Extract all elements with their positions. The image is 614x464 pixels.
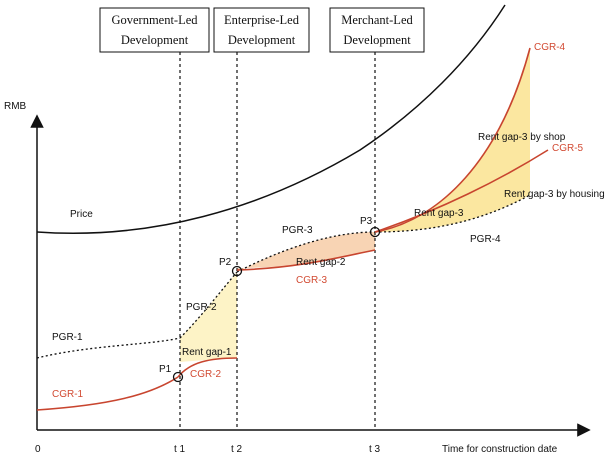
phase-ent-line1: Enterprise-Led bbox=[224, 13, 300, 27]
tick-t1: t 1 bbox=[174, 444, 186, 455]
x-axis-label: Time for construction date bbox=[442, 444, 558, 455]
rent-gap-3-shop-label: Rent gap-3 by shop bbox=[478, 132, 566, 143]
p1-point bbox=[172, 371, 184, 383]
cgr-3-curve bbox=[236, 249, 376, 271]
phase-ent-line2: Development bbox=[228, 33, 296, 47]
pgr-3-curve bbox=[236, 231, 376, 273]
rent-gap-1-label: Rent gap-1 bbox=[182, 347, 232, 358]
rent-gap-3-fill bbox=[375, 48, 530, 232]
phase-mer-line2: Development bbox=[343, 33, 411, 47]
rent-gap-2-fill bbox=[237, 232, 375, 272]
cgr-1-label: CGR-1 bbox=[52, 389, 84, 400]
cgr-2-curve bbox=[177, 357, 238, 378]
cgr-5-label: CGR-5 bbox=[552, 143, 584, 154]
tick-t3: t 3 bbox=[369, 444, 381, 455]
price-label: Price bbox=[70, 209, 93, 220]
p3-label: P3 bbox=[360, 216, 373, 227]
cgr-1-curve bbox=[36, 376, 179, 411]
p1-label: P1 bbox=[159, 364, 172, 375]
pgr-1-label: PGR-1 bbox=[52, 332, 83, 343]
phase-box-government: Government-Led Development bbox=[99, 7, 210, 53]
p2-label: P2 bbox=[219, 257, 232, 268]
rent-gap-1-fill bbox=[180, 272, 237, 362]
cgr-5-curve bbox=[374, 149, 549, 233]
pgr-4-label: PGR-4 bbox=[470, 234, 501, 245]
y-axis-label: RMB bbox=[4, 101, 27, 112]
phase-gov-line2: Development bbox=[121, 33, 189, 47]
cgr-4-label: CGR-4 bbox=[534, 42, 566, 53]
p2-point bbox=[231, 265, 243, 277]
cgr-3-label: CGR-3 bbox=[296, 275, 328, 286]
phase-mer-line1: Merchant-Led bbox=[341, 13, 413, 27]
rent-gap-3-housing-label: Rent gap-3 by housing bbox=[504, 189, 605, 200]
tick-t2: t 2 bbox=[231, 444, 243, 455]
phase-box-enterprise: Enterprise-Led Development bbox=[213, 7, 310, 53]
origin-label: 0 bbox=[35, 444, 41, 455]
cgr-2-label: CGR-2 bbox=[190, 369, 222, 380]
p3-point bbox=[369, 226, 381, 238]
phase-gov-line1: Government-Led bbox=[111, 13, 198, 27]
pgr-4-curve bbox=[374, 194, 531, 233]
pgr-3-label: PGR-3 bbox=[282, 225, 313, 236]
pgr-1-curve bbox=[36, 337, 181, 359]
rent-gap-3-label: Rent gap-3 bbox=[414, 208, 464, 219]
phase-box-merchant: Merchant-Led Development bbox=[329, 7, 425, 53]
cgr-4-curve bbox=[374, 47, 531, 233]
rent-gap-2-label: Rent gap-2 bbox=[296, 257, 346, 268]
price-curve bbox=[36, 4, 506, 235]
pgr-2-label: PGR-2 bbox=[186, 302, 217, 313]
